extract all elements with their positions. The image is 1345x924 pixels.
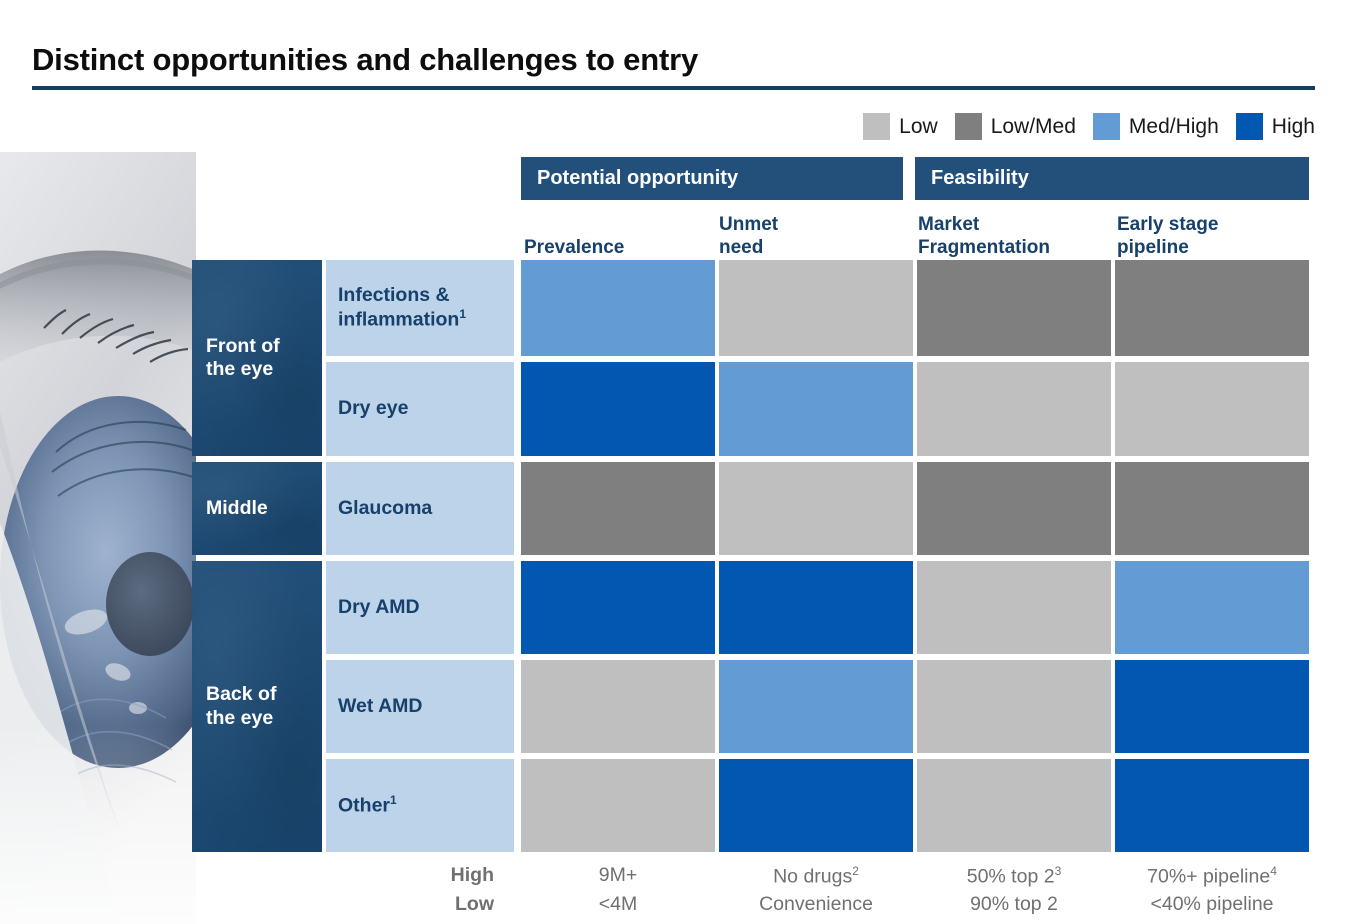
heatmap-cell-r4-c4 xyxy=(1115,561,1309,654)
legend-item-low: Low xyxy=(863,113,938,140)
disease-label-text: Dry eye xyxy=(338,397,409,420)
heatmap-cell-r3-c3 xyxy=(917,462,1111,555)
disease-label-wet-amd: Wet AMD xyxy=(326,660,514,753)
legend-swatch-icon xyxy=(1235,113,1263,140)
eye-photo-image xyxy=(0,152,196,924)
footer-high-value-2: No drugs2 xyxy=(773,864,859,888)
legend-label: High xyxy=(1271,115,1315,138)
page-title: Distinct opportunities and challenges to… xyxy=(32,42,698,77)
disease-label-text: Infections & inflammation1 xyxy=(338,283,467,331)
column-header-early-stage-pipeline: Early stage pipeline xyxy=(1117,207,1312,259)
disease-label-text: Dry AMD xyxy=(338,595,420,618)
legend-label: Low/Med xyxy=(990,115,1076,138)
column-header-label: Unmet need xyxy=(719,214,779,258)
heatmap-cell-r5-c2 xyxy=(719,660,913,753)
disease-label-text: Wet AMD xyxy=(338,694,423,717)
disease-label-text: Other1 xyxy=(338,793,397,817)
footer-low-value-4: <40% pipeline xyxy=(1150,893,1274,915)
group-header-potential-opportunity: Potential opportunity xyxy=(521,157,903,200)
legend-item-low-med: Low/Med xyxy=(954,113,1076,140)
heatmap-cell-r5-c4 xyxy=(1115,660,1309,753)
footer-low-value-3: 90% top 2 xyxy=(970,893,1058,915)
heatmap-cell-r5-c1 xyxy=(521,660,715,753)
footer-anchor-high-label: High xyxy=(450,864,494,886)
legend-label: Med/High xyxy=(1128,115,1219,138)
heatmap-cell-r1-c3 xyxy=(917,260,1111,356)
heatmap-cell-r6-c2 xyxy=(719,759,913,852)
legend-swatch-icon xyxy=(863,113,891,140)
legend-label: Low xyxy=(899,115,938,138)
heatmap-cell-r6-c4 xyxy=(1115,759,1309,852)
category-label: Middle xyxy=(206,496,268,519)
disease-label-glaucoma: Glaucoma xyxy=(326,462,514,555)
column-header-label: Early stage pipeline xyxy=(1117,214,1219,258)
legend-swatch-icon xyxy=(1092,113,1120,140)
footer-high-value-4: 70%+ pipeline4 xyxy=(1147,864,1277,888)
category-label: Back of the eye xyxy=(206,683,277,729)
title-block: Distinct opportunities and challenges to… xyxy=(32,42,1315,90)
heatmap-cell-r1-c1 xyxy=(521,260,715,356)
heatmap-cell-r5-c3 xyxy=(917,660,1111,753)
heatmap-cell-r3-c4 xyxy=(1115,462,1309,555)
heatmap-cell-r2-c1 xyxy=(521,362,715,456)
heatmap-cell-r2-c2 xyxy=(719,362,913,456)
heatmap-cell-r3-c2 xyxy=(719,462,913,555)
footnote-marker: 1 xyxy=(390,793,397,808)
disease-label-dry-eye: Dry eye xyxy=(326,362,514,456)
heatmap-cell-r6-c1 xyxy=(521,759,715,852)
category-label: Front of the eye xyxy=(206,334,280,380)
column-header-unmet-need: Unmet need xyxy=(719,207,904,259)
category-cell-back-of-the-eye: Back of the eye xyxy=(192,561,322,852)
footnote-marker: 1 xyxy=(459,307,467,322)
heatmap-cell-r1-c2 xyxy=(719,260,913,356)
legend-item-med-high: Med/High xyxy=(1092,113,1219,140)
footer-low-value-2: Convenience xyxy=(759,893,873,915)
heatmap-cell-r3-c1 xyxy=(521,462,715,555)
footnote-marker: 2 xyxy=(852,864,859,878)
heatmap-cell-r4-c3 xyxy=(917,561,1111,654)
category-cell-middle: Middle xyxy=(192,462,322,555)
disease-label-text: Glaucoma xyxy=(338,496,433,519)
footer-high-value-3: 50% top 23 xyxy=(966,864,1062,888)
title-underline-rule xyxy=(32,85,1315,90)
footer-anchor-low-label: Low xyxy=(455,893,494,915)
footer-low-value-1: <4M xyxy=(598,893,638,915)
footnote-marker: 3 xyxy=(1054,864,1062,878)
column-header-label: Market Fragmentation xyxy=(918,214,1050,258)
group-header-feasibility: Feasibility xyxy=(915,157,1309,200)
disease-label-dry-amd: Dry AMD xyxy=(326,561,514,654)
legend-swatch-icon xyxy=(954,113,982,140)
legend-item-high: High xyxy=(1235,113,1315,140)
legend: Low Low/Med Med/High High xyxy=(863,113,1315,140)
heatmap-cell-r6-c3 xyxy=(917,759,1111,852)
heatmap-cell-r4-c1 xyxy=(521,561,715,654)
column-header-prevalence: Prevalence xyxy=(524,207,714,259)
column-header-label: Prevalence xyxy=(524,236,625,258)
column-header-market-fragmentation: Market Fragmentation xyxy=(918,207,1113,259)
category-cell-front-of-the-eye: Front of the eye xyxy=(192,260,322,456)
footnote-marker: 4 xyxy=(1270,864,1277,878)
disease-label-other: Other1 xyxy=(326,759,514,852)
heatmap-cell-r1-c4 xyxy=(1115,260,1309,356)
heatmap-cell-r2-c3 xyxy=(917,362,1111,456)
disease-label-infections: Infections & inflammation1 xyxy=(326,260,514,356)
heatmap-cell-r2-c4 xyxy=(1115,362,1309,456)
heatmap-cell-r4-c2 xyxy=(719,561,913,654)
footer-high-value-1: 9M+ xyxy=(598,864,638,886)
